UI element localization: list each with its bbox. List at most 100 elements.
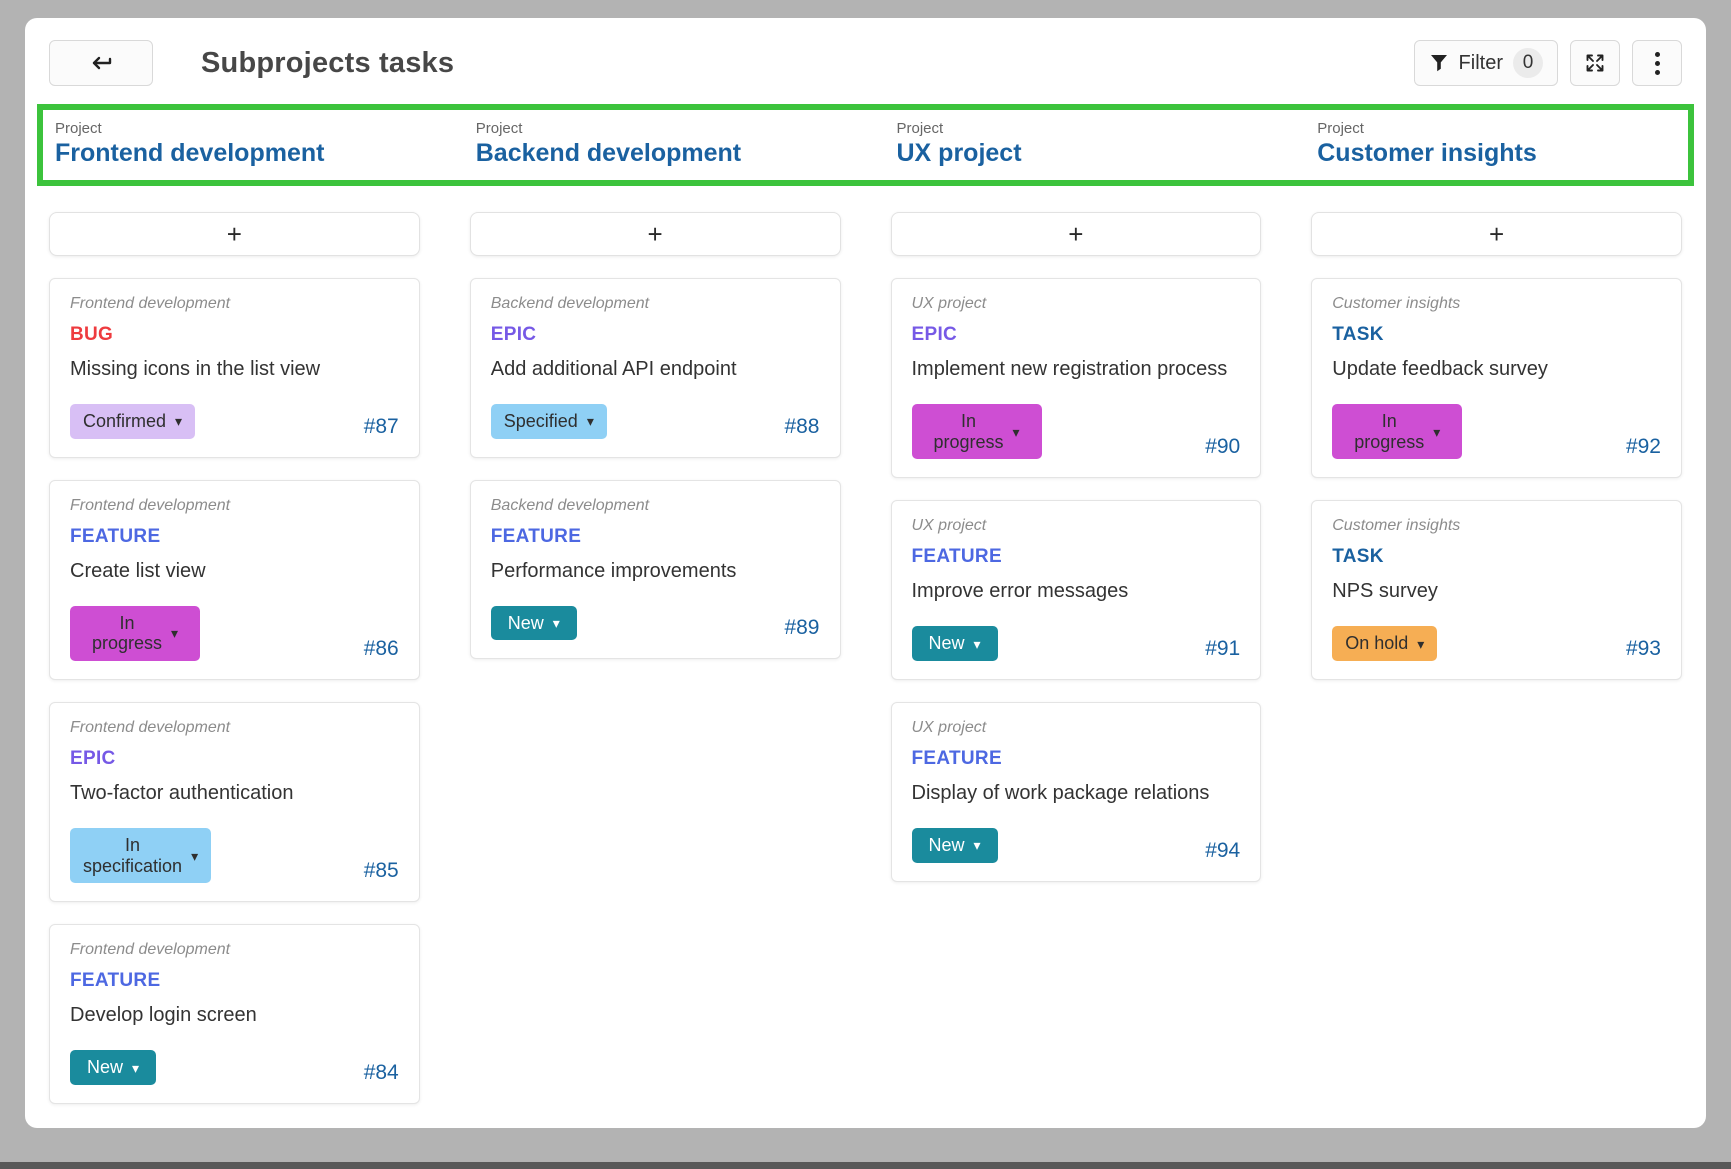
work-package-id[interactable]: #94 (1205, 838, 1241, 862)
add-card-button[interactable]: + (49, 212, 420, 256)
card-title: Develop login screen (70, 1004, 257, 1027)
project-name-link[interactable]: UX project (896, 139, 1022, 167)
work-package-card[interactable]: Customer insights TASK Update feedback s… (1311, 278, 1682, 479)
page-title: Subprojects tasks (201, 46, 455, 79)
card-type: FEATURE (490, 525, 582, 547)
card-title: Performance improvements (490, 559, 737, 582)
project-label: Project (1317, 120, 1364, 137)
card-project: UX project (911, 719, 987, 737)
status-dropdown[interactable]: Specified ▾ (490, 404, 607, 439)
status-label: New (928, 835, 965, 856)
work-package-card[interactable]: Frontend development FEATURE Create list… (49, 479, 420, 681)
work-package-card[interactable]: UX project FEATURE Improve error message… (890, 500, 1262, 681)
caret-down-icon: ▾ (1433, 423, 1441, 440)
work-package-id[interactable]: #84 (363, 1061, 399, 1085)
work-package-id[interactable]: #86 (363, 637, 399, 661)
filter-button[interactable]: Filter 0 (1413, 40, 1558, 86)
status-dropdown[interactable]: New ▾ (70, 1050, 156, 1086)
kebab-vertical-icon (1654, 51, 1660, 75)
status-dropdown[interactable]: Confirmed ▾ (70, 404, 196, 439)
project-label: Project (475, 120, 523, 137)
column-header-customer-insights: Project Customer insights (1317, 120, 1688, 168)
project-name-link[interactable]: Backend development (475, 139, 742, 167)
fullscreen-button[interactable] (1570, 40, 1620, 86)
card-title: Two-factor authentication (70, 782, 294, 805)
card-title: Display of work package relations (911, 782, 1210, 805)
work-package-card[interactable]: Backend development FEATURE Performance … (469, 479, 841, 660)
caret-down-icon: ▾ (1012, 423, 1020, 440)
add-card-button[interactable]: + (1311, 212, 1682, 256)
caret-down-icon: ▾ (175, 413, 183, 430)
project-name-link[interactable]: Customer insights (1317, 139, 1537, 167)
work-package-card[interactable]: Frontend development FEATURE Develop log… (49, 924, 420, 1105)
caret-down-icon: ▾ (586, 413, 594, 430)
status-dropdown[interactable]: In progress ▾ (70, 605, 200, 662)
back-button[interactable] (49, 40, 153, 86)
card-project: UX project (911, 295, 987, 312)
toolbar-right: Filter 0 (1413, 40, 1682, 86)
card-type: FEATURE (70, 970, 161, 992)
plus-icon: + (1489, 218, 1505, 249)
work-package-id[interactable]: #91 (1205, 637, 1241, 661)
fullscreen-icon (1584, 52, 1606, 74)
card-type: TASK (1332, 324, 1384, 345)
project-label: Project (896, 120, 944, 137)
card-project: Customer insights (1332, 295, 1461, 312)
arrow-left-icon (88, 54, 114, 72)
card-footer: In progress ▾ #90 (911, 404, 1241, 460)
work-package-card[interactable]: Frontend development EPIC Two-factor aut… (49, 702, 420, 903)
work-package-id[interactable]: #90 (1205, 435, 1241, 459)
status-dropdown[interactable]: New ▾ (911, 828, 998, 863)
work-package-id[interactable]: #85 (363, 859, 399, 883)
card-project: Frontend development (70, 295, 231, 312)
card-footer: New ▾ #89 (490, 605, 820, 641)
status-dropdown[interactable]: In specification ▾ (70, 828, 212, 884)
add-card-button[interactable]: + (469, 212, 841, 256)
work-package-card[interactable]: Customer insights TASK NPS survey On hol… (1311, 500, 1682, 681)
filter-count-badge: 0 (1513, 48, 1543, 78)
status-dropdown[interactable]: In progress ▾ (911, 404, 1042, 460)
board-column-ux: + UX project EPIC Implement new registra… (890, 212, 1262, 882)
board-column-backend: + Backend development EPIC Add additiona… (469, 212, 841, 660)
add-card-button[interactable]: + (890, 212, 1262, 256)
column-header-ux: Project UX project (897, 120, 1268, 168)
work-package-card[interactable]: Backend development EPIC Add additional … (469, 278, 841, 458)
card-title: Create list view (70, 559, 206, 582)
caret-down-icon: ▾ (131, 1059, 140, 1076)
work-package-id[interactable]: #87 (363, 414, 399, 438)
work-package-id[interactable]: #92 (1625, 435, 1661, 459)
card-type: EPIC (70, 748, 116, 770)
card-type: FEATURE (911, 748, 1002, 770)
status-label: In progress (91, 612, 162, 654)
status-dropdown[interactable]: In progress ▾ (1332, 404, 1463, 460)
status-dropdown[interactable]: New ▾ (490, 605, 577, 641)
work-package-card[interactable]: UX project FEATURE Display of work packa… (890, 702, 1262, 882)
column-header-frontend: Project Frontend development (55, 120, 426, 168)
card-footer: In progress ▾ #86 (70, 605, 399, 662)
card-project: Frontend development (70, 941, 231, 959)
work-package-id[interactable]: #89 (784, 616, 820, 640)
project-name-link[interactable]: Frontend development (55, 139, 325, 167)
card-project: Backend development (490, 496, 650, 514)
status-label: In progress (933, 411, 1004, 452)
more-menu-button[interactable] (1632, 40, 1682, 86)
status-dropdown[interactable]: On hold ▾ (1332, 626, 1438, 662)
card-type: FEATURE (70, 525, 161, 547)
status-label: In specification (83, 835, 183, 876)
status-dropdown[interactable]: New ▾ (911, 626, 998, 662)
card-footer: New ▾ #94 (911, 828, 1241, 863)
caret-down-icon: ▾ (973, 837, 981, 854)
work-package-id[interactable]: #93 (1625, 637, 1661, 661)
card-type: TASK (1332, 546, 1384, 568)
column-header-backend: Project Backend development (476, 120, 847, 168)
card-title: Missing icons in the list view (70, 358, 321, 380)
work-package-card[interactable]: UX project EPIC Implement new registrati… (890, 278, 1262, 479)
plus-icon: + (226, 218, 242, 249)
caret-down-icon: ▾ (1417, 635, 1425, 652)
work-package-id[interactable]: #88 (784, 414, 820, 438)
status-label: On hold (1345, 633, 1409, 654)
work-package-card[interactable]: Frontend development BUG Missing icons i… (49, 278, 420, 458)
column-headers-band: Project Frontend development Project Bac… (37, 104, 1694, 186)
status-label: New (928, 633, 965, 654)
card-footer: New ▾ #84 (70, 1050, 399, 1086)
